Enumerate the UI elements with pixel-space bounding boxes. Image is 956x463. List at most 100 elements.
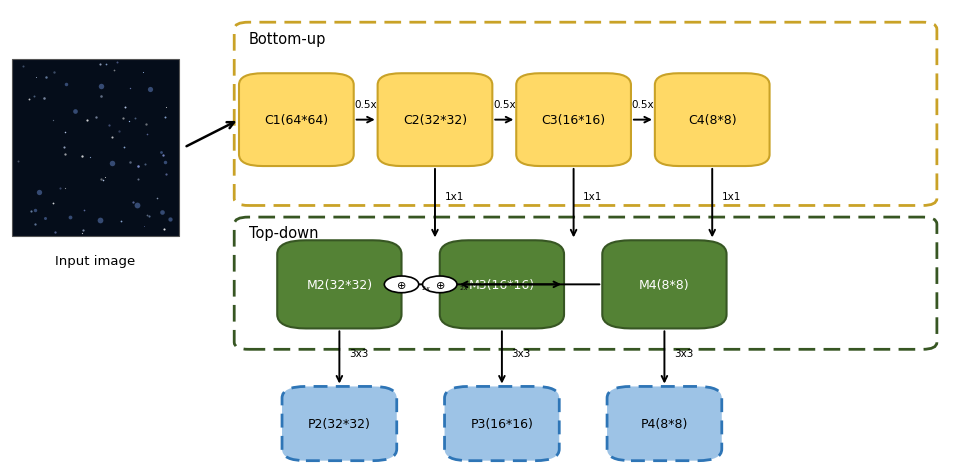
FancyBboxPatch shape — [239, 74, 354, 167]
Point — [97, 174, 112, 181]
Point — [136, 69, 151, 77]
Point — [104, 134, 120, 141]
Text: C2(32*32): C2(32*32) — [402, 114, 467, 127]
Text: M2(32*32): M2(32*32) — [306, 278, 373, 291]
FancyBboxPatch shape — [378, 74, 492, 167]
FancyBboxPatch shape — [445, 387, 559, 461]
Point — [47, 69, 62, 76]
Point — [57, 151, 73, 158]
Point — [156, 226, 171, 233]
Point — [28, 221, 43, 229]
Point — [27, 93, 42, 100]
Text: Bottom-up: Bottom-up — [249, 31, 326, 46]
Point — [75, 153, 90, 161]
Point — [88, 114, 103, 121]
Point — [38, 74, 54, 81]
Point — [162, 216, 177, 223]
Point — [94, 83, 109, 90]
Point — [52, 185, 67, 193]
Text: M4(8*8): M4(8*8) — [640, 278, 689, 291]
Text: 0.5x: 0.5x — [632, 100, 654, 110]
Text: C4(8*8): C4(8*8) — [688, 114, 736, 127]
Point — [157, 114, 172, 122]
Point — [67, 108, 82, 115]
Circle shape — [423, 276, 457, 293]
Point — [140, 131, 155, 138]
FancyBboxPatch shape — [607, 387, 722, 461]
Text: P2(32*32): P2(32*32) — [308, 417, 371, 430]
Point — [153, 149, 168, 156]
Point — [117, 104, 132, 111]
Point — [158, 104, 173, 111]
Point — [129, 202, 144, 209]
Point — [122, 159, 138, 167]
Point — [24, 208, 39, 215]
Point — [122, 85, 138, 93]
Point — [158, 171, 173, 179]
Point — [21, 96, 36, 104]
Text: 1x1: 1x1 — [445, 192, 464, 202]
Point — [138, 161, 153, 169]
Point — [46, 117, 61, 125]
Point — [82, 154, 98, 161]
Point — [93, 62, 108, 69]
Text: $\oplus$: $\oplus$ — [435, 279, 445, 290]
FancyBboxPatch shape — [655, 74, 770, 167]
Point — [58, 81, 74, 89]
FancyBboxPatch shape — [516, 74, 631, 167]
Point — [94, 176, 109, 183]
Point — [56, 144, 72, 151]
Point — [46, 200, 61, 207]
FancyBboxPatch shape — [602, 241, 727, 329]
Text: Input image: Input image — [55, 255, 136, 268]
Point — [112, 128, 127, 136]
Text: 1x1: 1x1 — [583, 192, 602, 202]
Point — [139, 121, 154, 128]
Point — [131, 163, 146, 170]
Text: C1(64*64): C1(64*64) — [264, 114, 329, 127]
Circle shape — [384, 276, 419, 293]
Point — [28, 206, 43, 214]
Point — [57, 185, 73, 192]
Point — [110, 59, 125, 66]
Point — [75, 230, 90, 237]
Point — [57, 129, 73, 136]
Point — [47, 229, 62, 237]
Text: $_{2x}$: $_{2x}$ — [459, 283, 468, 292]
Text: 3x3: 3x3 — [511, 348, 531, 358]
FancyBboxPatch shape — [282, 387, 397, 461]
Point — [15, 63, 31, 70]
Point — [117, 144, 132, 151]
Text: C3(16*16): C3(16*16) — [541, 114, 606, 127]
Text: Top-down: Top-down — [249, 226, 318, 241]
Point — [126, 199, 141, 206]
Text: M3(16*16): M3(16*16) — [468, 278, 535, 291]
Point — [76, 207, 92, 214]
FancyBboxPatch shape — [440, 241, 564, 329]
Point — [93, 94, 108, 101]
Point — [113, 218, 128, 225]
Point — [158, 159, 173, 167]
Point — [101, 123, 117, 130]
Point — [127, 115, 142, 123]
Point — [155, 151, 170, 159]
Point — [79, 117, 95, 125]
Text: $_{2x}$: $_{2x}$ — [421, 283, 430, 292]
Point — [149, 195, 164, 203]
Point — [130, 176, 145, 184]
Point — [137, 222, 152, 230]
Text: P3(16*16): P3(16*16) — [470, 417, 533, 430]
Text: 3x3: 3x3 — [349, 348, 368, 358]
Point — [28, 74, 43, 81]
Point — [104, 160, 120, 168]
FancyBboxPatch shape — [277, 241, 402, 329]
Point — [76, 227, 91, 234]
Text: $\oplus$: $\oplus$ — [397, 279, 406, 290]
Point — [142, 86, 158, 94]
Point — [140, 212, 155, 219]
Text: 0.5x: 0.5x — [355, 100, 377, 110]
FancyBboxPatch shape — [12, 60, 179, 236]
Point — [106, 67, 121, 75]
Point — [141, 213, 156, 220]
Point — [36, 94, 52, 102]
